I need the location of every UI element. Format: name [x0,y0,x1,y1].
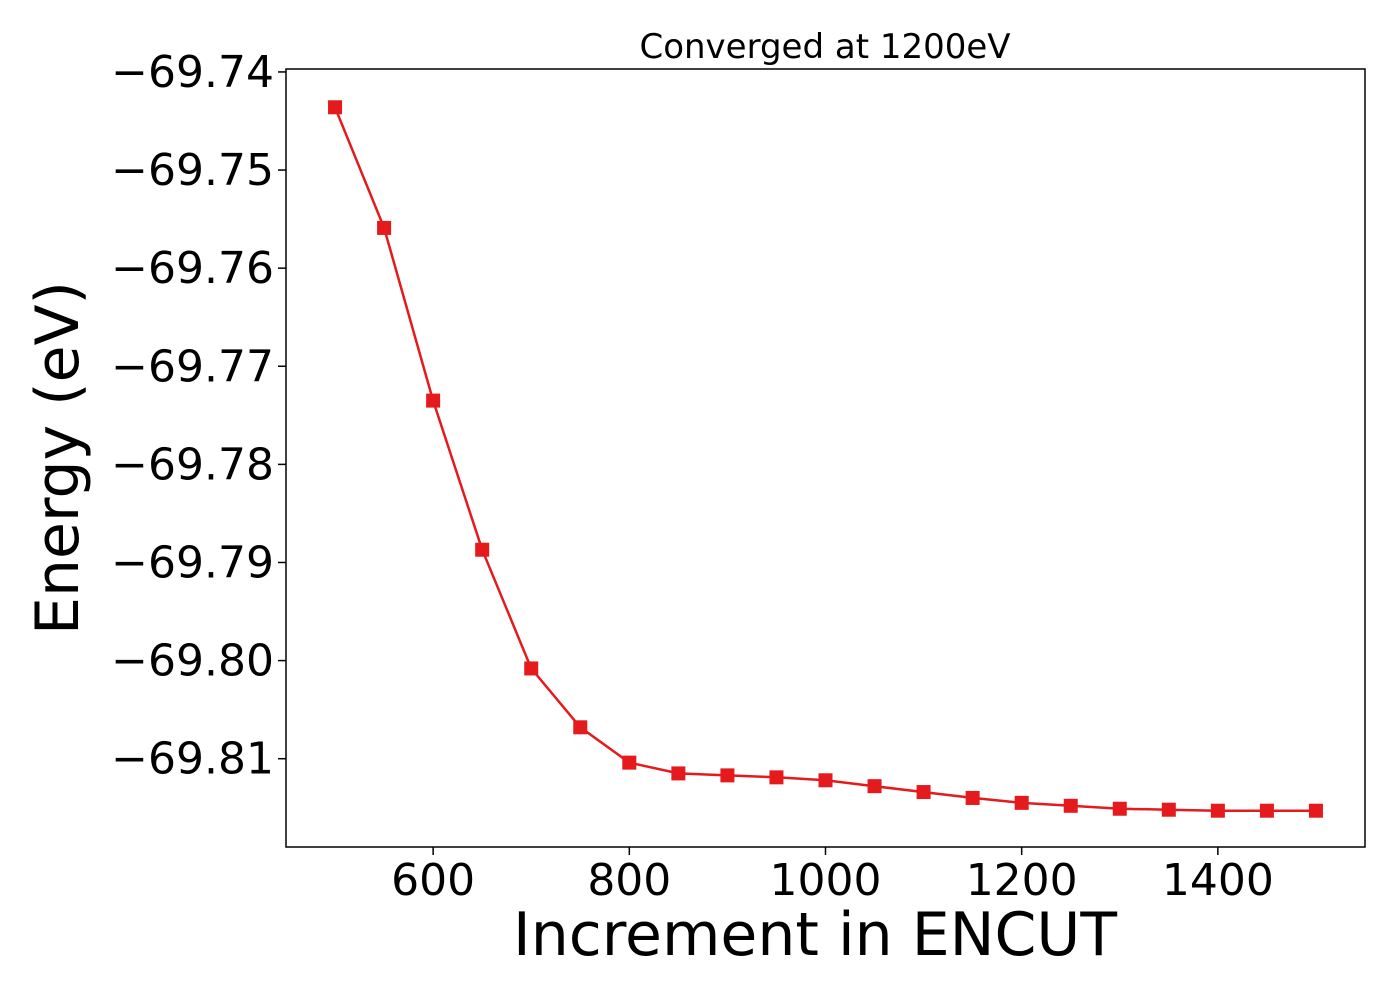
data-point-marker [720,768,735,783]
series-layer [328,100,1323,818]
y-tick-label: −69.75 [111,145,274,196]
y-tick-label: −69.78 [111,439,274,490]
data-point-marker [965,790,980,805]
data-point-marker [769,770,784,785]
chart-title: Converged at 1200eV [639,27,1010,67]
y-axis-title: Energy (eV) [23,281,93,635]
data-point-marker [622,755,637,770]
data-point-marker [1112,801,1127,816]
data-point-marker [818,773,833,788]
data-point-marker [524,661,539,676]
y-tick-label: −69.76 [111,243,274,294]
data-point-marker [671,766,686,781]
y-axis: −69.74 −69.75 −69.76 −69.77 −69.78 −69.79 −69.… [111,47,286,785]
data-point-marker [573,720,588,735]
data-point-marker [1014,795,1029,810]
data-point-marker [1161,802,1176,817]
x-tick-label: 600 [391,855,475,906]
data-point-marker [1308,803,1323,818]
data-point-marker [1063,798,1078,813]
x-axis-title: Increment in ENCUT [513,900,1117,970]
data-point-marker [867,779,882,794]
data-point-marker [1210,803,1225,818]
data-point-marker [1259,803,1274,818]
x-tick-label: 1000 [770,855,882,906]
x-tick-label: 800 [587,855,671,906]
x-axis: 600 800 1000 1200 1400 [391,847,1274,906]
x-tick-label: 1400 [1162,855,1274,906]
y-tick-label: −69.79 [111,537,274,588]
y-tick-label: −69.77 [111,341,274,392]
data-point-marker [916,785,931,800]
data-point-marker [328,100,343,115]
data-point-marker [475,542,490,557]
data-point-marker [426,393,441,408]
y-tick-label: −69.80 [111,636,274,687]
data-point-marker [377,220,392,235]
y-tick-label: −69.74 [111,47,274,98]
x-tick-label: 1200 [966,855,1078,906]
y-tick-label: −69.81 [111,734,274,785]
